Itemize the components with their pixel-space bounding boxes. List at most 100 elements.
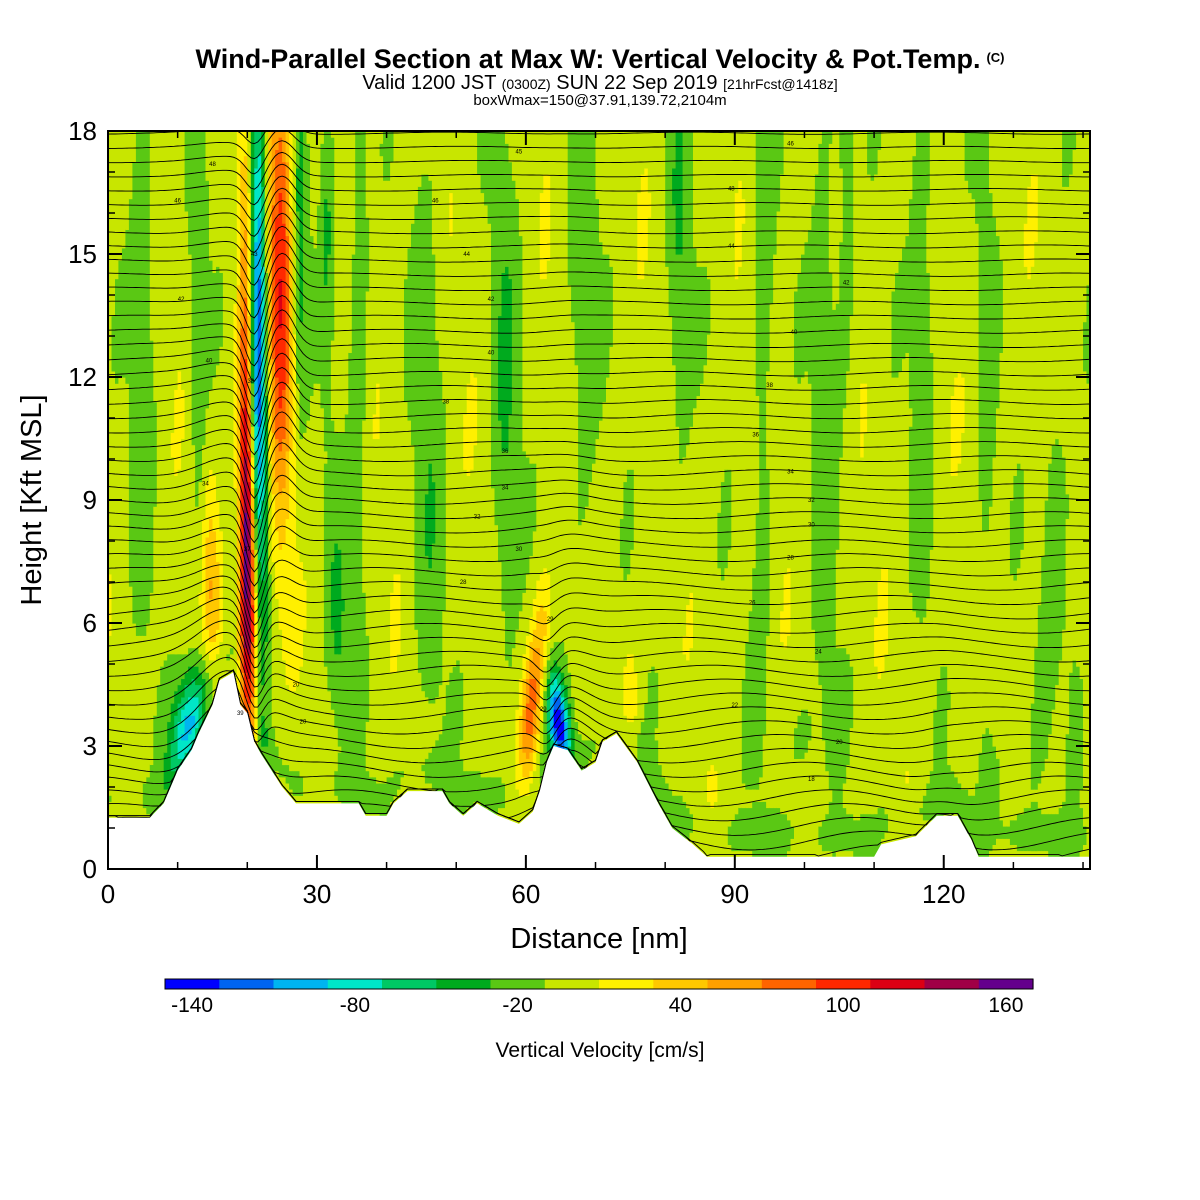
field-cell (501, 272, 506, 452)
field-cell (766, 807, 771, 869)
field-cell (936, 131, 941, 679)
field-cell (915, 131, 920, 618)
field-cell (776, 131, 781, 212)
field-cell (546, 696, 551, 735)
field-cell (431, 746, 436, 790)
field-cell (1048, 733, 1053, 815)
field-cell (842, 807, 847, 852)
contour-label: 28 (787, 555, 794, 561)
field-cell (442, 401, 447, 612)
field-cell (1079, 789, 1084, 809)
field-cell (832, 131, 837, 310)
field-cell (299, 776, 304, 796)
field-cell (142, 782, 147, 809)
field-cell (1051, 709, 1056, 815)
field-cell (275, 377, 280, 440)
field-cell (404, 401, 409, 869)
theta-contour (108, 491, 1090, 559)
field-cell (1037, 782, 1042, 809)
field-cell (247, 518, 252, 655)
field-cell (1051, 444, 1056, 710)
field-cell (390, 161, 395, 593)
contour-label: 40 (206, 359, 213, 365)
colorbar-swatch (327, 979, 383, 989)
field-cell (1083, 321, 1088, 372)
field-cell (515, 629, 520, 710)
field-cell (515, 198, 520, 630)
field-cell (261, 500, 266, 581)
field-cell (891, 290, 896, 378)
field-cell (348, 131, 353, 353)
field-cell (797, 131, 802, 273)
field-cell (505, 143, 510, 267)
field-cell (195, 666, 200, 686)
field-cell (142, 635, 147, 784)
field-cell (240, 161, 245, 249)
colorbar-swatch (219, 979, 275, 989)
field-cell (285, 518, 290, 686)
theta-contour (108, 323, 1090, 398)
field-cell (494, 776, 499, 815)
field-cell (128, 198, 133, 587)
field-cell (424, 758, 429, 784)
field-cell (463, 469, 468, 772)
field-cell (888, 131, 893, 869)
contour-label: 40 (791, 330, 798, 336)
field-cell (1062, 629, 1067, 802)
field-cell (480, 776, 485, 809)
field-cell (222, 131, 227, 766)
field-cell (818, 143, 823, 686)
theta-contour (108, 411, 1090, 485)
field-cell (466, 131, 471, 384)
field-cell (696, 395, 701, 869)
field-cell (323, 666, 328, 827)
field-cell (268, 573, 273, 784)
field-cell (560, 703, 565, 710)
field-cell (1002, 131, 1007, 827)
field-cell (553, 690, 558, 698)
field-cell (1027, 186, 1032, 280)
field-cell (895, 272, 900, 378)
field-cell (1030, 703, 1035, 790)
field-cell (874, 174, 879, 618)
field-cell (275, 481, 280, 532)
field-cell (766, 635, 771, 809)
field-cell (529, 641, 534, 661)
field-cell (236, 131, 241, 286)
field-cell (445, 131, 450, 686)
field-cell (807, 383, 812, 716)
field-cell (505, 131, 510, 144)
field-cell (936, 678, 941, 821)
field-cell (881, 807, 886, 839)
x-tick-label: 90 (720, 879, 749, 909)
field-cell (696, 131, 701, 267)
field-cell (672, 204, 677, 366)
field-cell (532, 733, 537, 753)
field-cell (156, 684, 161, 821)
field-cell (654, 131, 659, 673)
field-cell (550, 684, 555, 698)
field-cell (787, 567, 792, 636)
field-cell (498, 561, 503, 778)
field-cell (511, 131, 516, 181)
field-cell (522, 653, 527, 679)
field-cell (790, 131, 795, 827)
field-cell (891, 377, 896, 869)
field-cell (379, 155, 384, 784)
field-cell (926, 131, 931, 206)
field-cell (449, 131, 454, 194)
colorbar-label: 100 (826, 994, 861, 1017)
field-cell (149, 340, 154, 593)
field-cell (675, 795, 680, 845)
field-cell (108, 131, 113, 575)
field-cell (707, 770, 712, 802)
field-cell (592, 463, 597, 741)
field-cell (174, 715, 179, 772)
field-cell (257, 131, 262, 157)
field-cell (195, 506, 200, 649)
field-cell (111, 131, 116, 317)
theta-contour (108, 474, 1090, 544)
field-cell (908, 131, 913, 200)
field-cell (494, 131, 499, 526)
field-cell (362, 420, 367, 593)
